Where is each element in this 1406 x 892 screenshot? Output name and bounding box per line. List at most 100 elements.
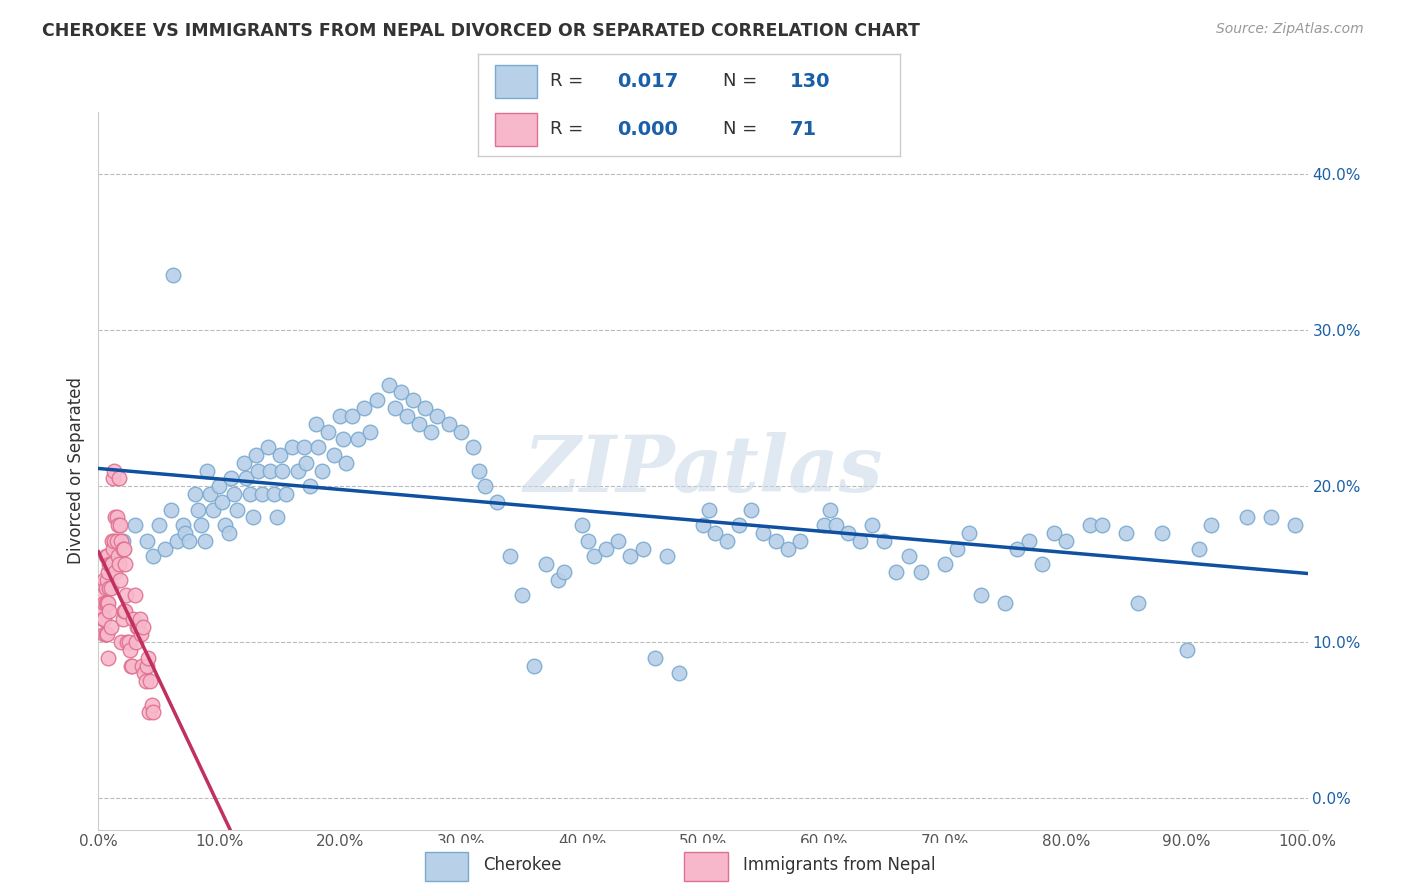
Point bbox=[360, 425, 382, 439]
Point bbox=[194, 533, 217, 548]
Point bbox=[342, 409, 364, 423]
Point bbox=[141, 698, 163, 712]
Point bbox=[1018, 533, 1040, 548]
Point bbox=[239, 487, 262, 501]
Point bbox=[94, 581, 117, 595]
Point bbox=[752, 525, 775, 540]
Point bbox=[946, 541, 969, 556]
Point bbox=[112, 604, 135, 618]
Point bbox=[108, 573, 131, 587]
Point bbox=[655, 549, 678, 564]
Point bbox=[583, 549, 606, 564]
Point bbox=[873, 533, 896, 548]
Point bbox=[104, 565, 127, 579]
Point bbox=[97, 651, 120, 665]
Point bbox=[148, 518, 170, 533]
Point bbox=[97, 565, 120, 579]
Point bbox=[91, 589, 114, 603]
Point bbox=[571, 518, 593, 533]
Point bbox=[607, 533, 630, 548]
Point bbox=[886, 565, 908, 579]
Point bbox=[100, 533, 122, 548]
Point bbox=[595, 541, 617, 556]
Point bbox=[211, 494, 233, 508]
Point bbox=[132, 619, 155, 633]
Point bbox=[274, 487, 297, 501]
Point bbox=[631, 541, 654, 556]
Point bbox=[426, 409, 449, 423]
Point bbox=[222, 487, 245, 501]
Point bbox=[323, 448, 346, 462]
Point bbox=[166, 533, 188, 548]
Point bbox=[259, 464, 281, 478]
Point bbox=[934, 557, 956, 572]
Point bbox=[316, 425, 339, 439]
Point bbox=[162, 268, 184, 283]
Point bbox=[125, 635, 148, 649]
Point bbox=[1115, 525, 1137, 540]
Point bbox=[101, 471, 124, 485]
Point bbox=[98, 581, 121, 595]
Point bbox=[172, 518, 194, 533]
Text: R =: R = bbox=[550, 72, 583, 90]
Point bbox=[232, 456, 254, 470]
Point bbox=[329, 409, 352, 423]
Point bbox=[142, 549, 165, 564]
Point bbox=[124, 589, 146, 603]
Point bbox=[110, 635, 132, 649]
Point bbox=[100, 619, 122, 633]
Point bbox=[420, 425, 443, 439]
Point bbox=[131, 658, 153, 673]
Point bbox=[127, 619, 149, 633]
Point bbox=[510, 589, 533, 603]
Point bbox=[96, 549, 118, 564]
Point bbox=[107, 549, 129, 564]
Point bbox=[190, 518, 212, 533]
Point bbox=[202, 502, 225, 516]
Point bbox=[1236, 510, 1258, 524]
Point bbox=[184, 487, 207, 501]
FancyBboxPatch shape bbox=[425, 852, 468, 881]
Point bbox=[108, 518, 131, 533]
Point bbox=[96, 573, 118, 587]
Point bbox=[100, 557, 122, 572]
Point bbox=[138, 706, 160, 720]
Point bbox=[1188, 541, 1211, 556]
Point bbox=[142, 706, 165, 720]
Point bbox=[849, 533, 872, 548]
Point bbox=[716, 533, 738, 548]
Point bbox=[332, 432, 354, 446]
Point bbox=[214, 518, 236, 533]
Point bbox=[93, 573, 115, 587]
Point bbox=[108, 471, 131, 485]
Point bbox=[110, 533, 132, 548]
Point bbox=[122, 612, 145, 626]
Point bbox=[668, 666, 690, 681]
Text: Cherokee: Cherokee bbox=[484, 856, 562, 874]
Point bbox=[153, 541, 176, 556]
Point bbox=[825, 518, 848, 533]
Point bbox=[112, 541, 135, 556]
Point bbox=[1007, 541, 1029, 556]
Point bbox=[1175, 643, 1198, 657]
Point bbox=[1260, 510, 1282, 524]
Point bbox=[704, 525, 727, 540]
Point bbox=[789, 533, 811, 548]
Point bbox=[292, 440, 315, 454]
Point bbox=[1031, 557, 1053, 572]
Point bbox=[136, 651, 159, 665]
Point bbox=[1284, 518, 1306, 533]
Point bbox=[135, 674, 157, 689]
Point bbox=[413, 401, 436, 416]
Point bbox=[384, 401, 406, 416]
Point bbox=[117, 635, 139, 649]
Point bbox=[218, 525, 240, 540]
Text: N =: N = bbox=[723, 120, 756, 138]
Point bbox=[523, 658, 546, 673]
Point bbox=[281, 440, 304, 454]
Point bbox=[245, 448, 267, 462]
Point bbox=[247, 464, 270, 478]
Point bbox=[474, 479, 496, 493]
Point bbox=[266, 510, 288, 524]
Point bbox=[644, 651, 666, 665]
